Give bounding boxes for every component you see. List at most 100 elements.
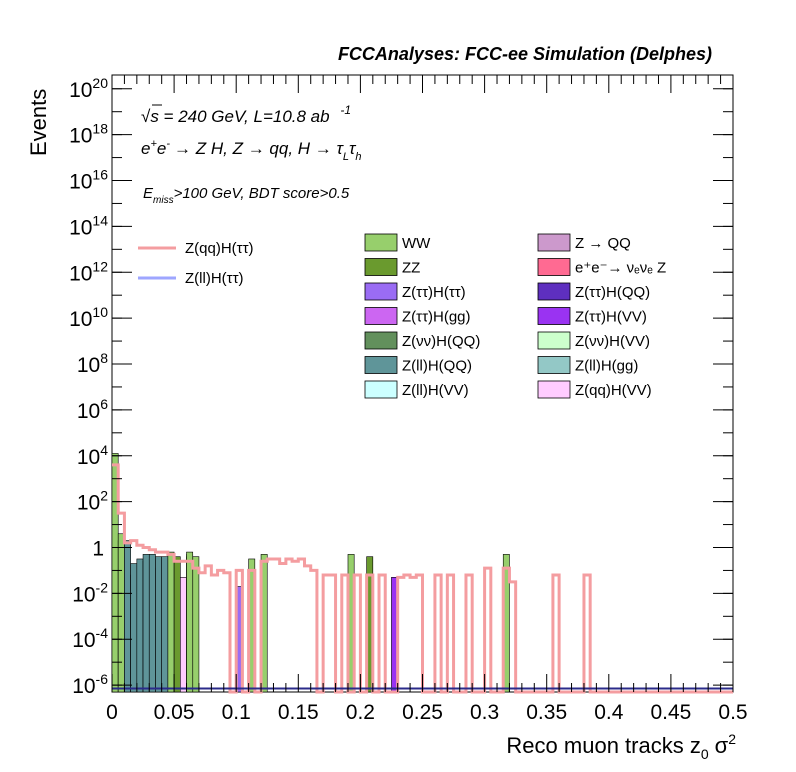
y-tick-label: 1	[92, 537, 104, 560]
x-axis-ticks: 0 0.05 0.1 0.15 0.2 0.25 0.3 0.35 0.4 0.45 0.5	[106, 75, 748, 724]
y-tick-label: 1016	[69, 167, 108, 194]
legend-bkg-swatch	[364, 233, 398, 252]
x-axis-title-sub: 0	[701, 746, 709, 762]
y-tick-label: 10-4	[72, 625, 108, 652]
x-axis-title: Reco muon tracks z0 σ2	[506, 731, 736, 762]
legend-bkg-swatch	[537, 331, 571, 350]
signal-line-zqq	[112, 463, 733, 694]
signal-lines	[112, 463, 733, 694]
legend-backgrounds: WW Z → QQ ZZ e⁺e⁻→ νₑνₑ Z Z(ττ)H(ττ) Z(ττ)H(Q…	[364, 233, 666, 399]
bar-7-1	[155, 556, 162, 693]
process-main: → Z H, Z → qq, H → τ	[174, 139, 344, 158]
bar-8-0	[161, 556, 169, 693]
legend-bkg-swatch	[364, 258, 398, 276]
x-tick-label: 0	[106, 701, 118, 724]
bar-3-1	[130, 563, 138, 693]
svg-text:Emiss>100 GeV, BDT score>0.5: Emiss>100 GeV, BDT score>0.5	[143, 185, 350, 206]
legend-bkg-label: Z(ττ)H(gg)	[402, 309, 471, 326]
x-tick-label: 0.05	[154, 701, 195, 724]
y-tick-label: 1014	[69, 212, 108, 239]
x-tick-label: 0.3	[470, 701, 499, 724]
stacked-bars	[111, 453, 510, 693]
bar-4-1	[136, 558, 144, 693]
y-tick-label: 108	[77, 350, 108, 377]
chart-title: FCCAnalyses: FCC-ee Simulation (Delphes)	[338, 44, 712, 64]
bar-1-2	[117, 533, 125, 693]
legend-bkg-swatch	[537, 233, 571, 252]
legend-signal: Z(qq)H(ττ) Z(ll)H(ττ)	[138, 240, 254, 287]
svg-text:e+e-→ Z H, Z → qq, H → τLτh: e+e- → Z H, Z → qq, H → τLτh	[141, 138, 361, 163]
y-axis-title: Events	[26, 89, 51, 156]
process-e2: e	[157, 139, 166, 158]
legend-bkg-label: Z(ll)H(gg)	[575, 358, 638, 375]
y-tick-label: 1018	[69, 121, 108, 148]
svg-text:√s = 240 GeV, L=10.8 ab: √s = 240 GeV, L=10.8 ab -1	[141, 103, 351, 126]
y-tick-label: 1010	[69, 304, 108, 331]
x-tick-label: 0.25	[402, 701, 443, 724]
x-axis-title-main: Reco muon tracks z	[506, 733, 700, 758]
legend-bkg-label: Z(ττ)H(QQ)	[575, 284, 650, 301]
x-tick-label: 0.15	[278, 701, 319, 724]
x-tick-label: 0.1	[222, 701, 251, 724]
y-axis-ticks: 1020 1018 1016 1014 1012 1010 108 106 104 102 1 10-…	[69, 75, 733, 698]
legend-bkg-label: Z(ll)H(QQ)	[402, 358, 472, 375]
legend-bkg-label: Z → QQ	[575, 235, 631, 252]
cut-sub: miss	[153, 195, 174, 206]
x-tick-label: 0.5	[718, 701, 747, 724]
legend-bkg-swatch	[537, 380, 571, 399]
legend-bkg-swatch	[364, 380, 398, 399]
legend-bkg-swatch	[537, 307, 571, 325]
legend-bkg-label: ZZ	[402, 260, 420, 277]
legend-bkg-label: WW	[402, 235, 431, 252]
y-tick-label: 10-2	[72, 579, 108, 606]
y-tick-label: 1020	[69, 75, 108, 102]
process-annotation: e+e- → Z H, Z → qq, H → τLτh	[141, 138, 361, 163]
legend-bkg-label: e⁺e⁻→ νₑνₑ Z	[575, 260, 666, 277]
process-tail: τ	[349, 139, 357, 158]
x-tick-label: 0.35	[526, 701, 567, 724]
legend-bkg-swatch	[364, 282, 398, 301]
legend-bkg-swatch	[364, 331, 398, 350]
y-tick-label: 106	[77, 396, 108, 423]
y-tick-label: 102	[77, 488, 108, 515]
bar-13-0	[192, 556, 200, 693]
legend-signal-label: Z(qq)H(ττ)	[185, 240, 254, 257]
legend-bkg-swatch	[364, 307, 398, 325]
y-tick-label: 104	[77, 442, 108, 469]
legend-bkg-label: Z(ll)H(VV)	[402, 382, 469, 399]
legend-bkg-label: Z(ττ)H(ττ)	[402, 284, 466, 301]
bar-9-0	[167, 551, 175, 693]
legend-bkg-label: Z(qq)H(VV)	[575, 382, 652, 399]
legend-bkg-swatch	[537, 282, 571, 301]
y-tick-label: 1012	[69, 258, 108, 285]
x-axis-title-sup: 2	[728, 731, 736, 747]
legend-bkg-swatch	[364, 356, 398, 374]
cut-annotation: Emiss>100 GeV, BDT score>0.5	[143, 185, 350, 206]
energy-text: √s = 240 GeV, L=10.8 ab	[141, 107, 330, 126]
y-tick-label: 10-6	[72, 671, 108, 698]
legend-signal-label: Z(ll)H(ττ)	[185, 270, 244, 287]
x-tick-label: 0.45	[650, 701, 691, 724]
x-tick-label: 0.4	[594, 701, 624, 724]
bar-6-1	[148, 554, 156, 693]
cut-rest: >100 GeV, BDT score>0.5	[174, 185, 350, 202]
energy-exponent: -1	[340, 103, 351, 117]
process-sub-h: h	[355, 151, 361, 163]
bar-5-1	[142, 554, 150, 693]
process-sub-L: L	[343, 151, 349, 163]
bar-10-0	[173, 556, 181, 693]
energy-annotation: √s = 240 GeV, L=10.8 ab -1	[141, 103, 351, 126]
x-tick-label: 0.2	[346, 701, 375, 724]
bar-11-0	[180, 577, 187, 693]
legend-bkg-label: Z(νν)H(QQ)	[402, 333, 480, 350]
x-axis-title-tail: σ	[715, 733, 729, 758]
legend-bkg-swatch	[537, 258, 571, 276]
process-e: e	[141, 139, 150, 158]
cut-E: E	[143, 185, 154, 202]
legend-bkg-swatch	[537, 356, 571, 374]
bar-14-1	[186, 551, 194, 693]
legend-bkg-label: Z(νν)H(VV)	[575, 333, 650, 350]
bar-2-1	[124, 540, 131, 693]
